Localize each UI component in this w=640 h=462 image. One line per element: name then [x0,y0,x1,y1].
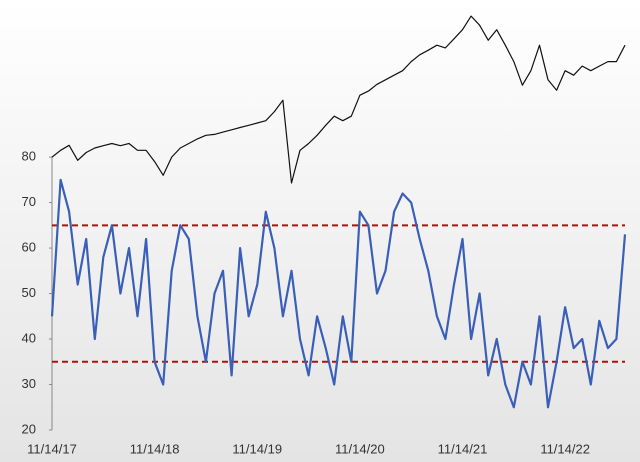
y-tick-label: 20 [22,421,36,436]
y-tick-label: 50 [22,285,36,300]
y-tick-label: 80 [22,149,36,164]
series-line [51,15,626,184]
y-tick-label: 70 [22,194,36,209]
y-tick-label: 60 [22,240,36,255]
x-tick-label: 11/14/18 [130,441,180,456]
x-tick-label: 11/14/22 [540,441,590,456]
y-tick-label: 40 [22,330,36,345]
x-tick-label: 11/14/21 [438,441,488,456]
y-tick-label: 30 [22,376,36,391]
x-tick-label: 11/14/19 [232,441,282,456]
series-line [50,178,627,409]
x-tick-label: 11/14/17 [27,441,77,456]
x-tick-label: 11/14/20 [335,441,385,456]
